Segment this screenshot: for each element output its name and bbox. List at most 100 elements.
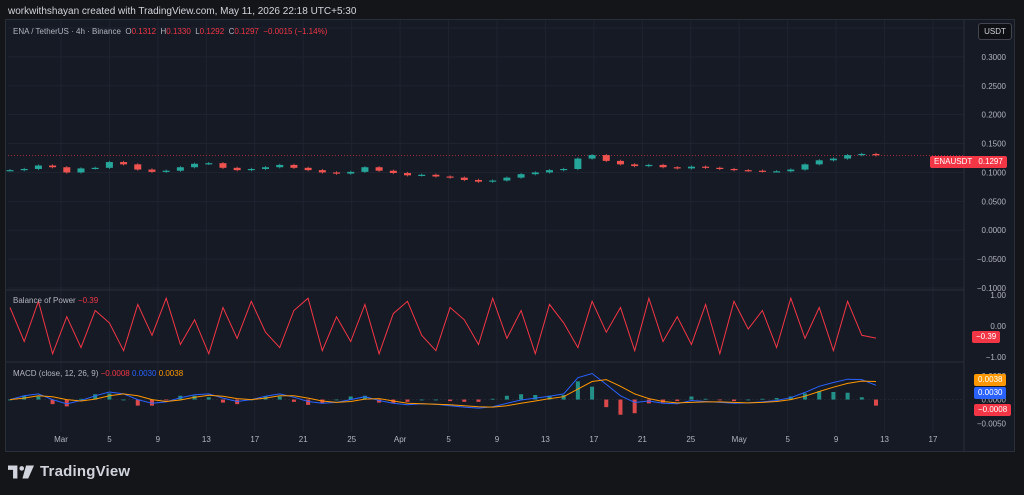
candle-body — [474, 179, 482, 182]
x-tick-label: 9 — [834, 435, 839, 444]
macd-histogram-bar — [206, 397, 211, 400]
macd-histogram-bar — [50, 399, 55, 405]
macd-histogram-bar — [859, 397, 864, 400]
macd-hist-badge: −0.0008 — [974, 404, 1012, 416]
x-tick-label: 25 — [686, 435, 695, 444]
macd-histogram-bar — [746, 399, 751, 401]
macd-signal-value: 0.0038 — [158, 369, 184, 378]
x-tick-label: Apr — [394, 435, 407, 444]
open-label: O — [125, 27, 132, 36]
price-tick-label: 0.0500 — [982, 197, 1007, 206]
currency-scale-button[interactable]: USDT — [978, 23, 1012, 40]
candle-body — [545, 170, 553, 173]
macd-histogram-bar — [874, 399, 878, 406]
candle-body — [205, 163, 213, 165]
close-value: 0.1297 — [234, 27, 259, 36]
x-tick-label: 9 — [156, 435, 161, 444]
close-label: C — [228, 27, 235, 36]
candle-body — [375, 167, 383, 171]
macd-histogram-bar — [831, 391, 836, 400]
macd-name: MACD (close, 12, 26, 9) — [13, 369, 99, 378]
x-tick-label: 5 — [785, 435, 790, 444]
price-badge-value: 0.1297 — [978, 157, 1003, 166]
x-tick-label: 13 — [541, 435, 550, 444]
candle-body — [77, 168, 85, 173]
macd-histogram-bar — [149, 399, 154, 406]
macd-histogram-bar — [547, 395, 552, 400]
candle-body — [176, 167, 184, 171]
bop-tick-label: 1.00 — [990, 291, 1006, 300]
chart-panel[interactable]: Mar5913172125Apr5913172125May5913170.350… — [5, 19, 1015, 452]
chart-attribution: workwithshayan created with TradingView.… — [8, 6, 357, 17]
candle-body — [290, 164, 298, 168]
x-tick-label: 13 — [202, 435, 211, 444]
symbol-legend[interactable]: ENA / TetherUS · 4h · Binance O0.1312 H0… — [13, 27, 327, 36]
candle-body — [304, 167, 312, 171]
price-tick-label: 0.2000 — [982, 111, 1007, 120]
macd-histogram-bar — [689, 396, 694, 400]
candle-body — [418, 174, 426, 176]
macd-histogram-bar — [419, 399, 424, 401]
candle-body — [716, 167, 724, 170]
macd-histogram-bar — [632, 399, 637, 414]
price-tick-label: 0.1500 — [982, 140, 1007, 149]
macd-histogram-bar — [377, 399, 382, 403]
price-tick-label: 0.0000 — [982, 226, 1007, 235]
candle-body — [49, 165, 57, 168]
high-value: 0.1330 — [166, 27, 191, 36]
x-tick-label: 25 — [347, 435, 356, 444]
macd-histogram-bar — [121, 399, 126, 401]
candle-body — [233, 167, 241, 171]
macd-histogram-bar — [519, 394, 524, 400]
candle-body — [347, 171, 355, 174]
candle-body — [389, 170, 397, 174]
bop-legend[interactable]: Balance of Power −0.39 — [13, 296, 98, 305]
candle-body — [631, 164, 639, 167]
price-tick-label: 0.3000 — [982, 53, 1007, 62]
macd-histogram-bar — [135, 399, 140, 406]
bop-name: Balance of Power — [13, 296, 76, 305]
macd-signal-badge: 0.0038 — [974, 374, 1007, 386]
macd-histogram-bar — [618, 399, 623, 415]
high-label: H — [160, 27, 167, 36]
macd-histogram-bar — [476, 399, 481, 402]
candle-body — [34, 165, 42, 169]
candle-body — [645, 164, 653, 167]
macd-histogram-bar — [348, 396, 353, 400]
candle-body — [858, 153, 866, 156]
macd-histogram-bar — [107, 393, 112, 400]
open-value: 0.1312 — [131, 27, 157, 36]
candle-body — [446, 176, 454, 178]
macd-legend[interactable]: MACD (close, 12, 26, 9) −0.0008 0.0030 0… — [13, 369, 183, 378]
candle-body — [219, 163, 227, 168]
candle-body — [588, 155, 596, 159]
candle-body — [758, 170, 766, 172]
bop-tick-label: −1.00 — [986, 353, 1007, 362]
macd-histogram-bar — [306, 399, 311, 405]
candle-body — [262, 167, 270, 169]
macd-histogram-bar — [604, 399, 609, 408]
macd-histogram-bar — [703, 398, 708, 400]
candle-body — [787, 169, 795, 172]
candle-body — [460, 177, 468, 180]
macd-histogram-bar — [8, 399, 12, 401]
x-tick-label: May — [732, 435, 747, 444]
candle-body — [616, 160, 624, 165]
candle-body — [773, 171, 781, 173]
candle-body — [659, 164, 667, 168]
candle-body — [815, 160, 823, 165]
macd-histogram-bar — [291, 399, 296, 402]
price-change: −0.0015 (−1.14%) — [263, 27, 328, 36]
macd-histogram-bar — [448, 399, 453, 402]
low-label: L — [195, 27, 200, 36]
candle-body — [404, 173, 412, 176]
macd-histogram-bar — [533, 395, 538, 400]
price-tick-label: −0.0500 — [977, 255, 1007, 264]
macd-histogram-bar — [64, 399, 69, 407]
price-tick-label: 0.2500 — [982, 82, 1007, 91]
candle-body — [6, 170, 14, 172]
bop-value: −0.39 — [77, 296, 99, 305]
chart-canvas[interactable]: Mar5913172125Apr5913172125May5913170.350… — [6, 20, 1014, 451]
macd-histogram-bar — [590, 386, 595, 400]
candle-body — [134, 164, 142, 170]
